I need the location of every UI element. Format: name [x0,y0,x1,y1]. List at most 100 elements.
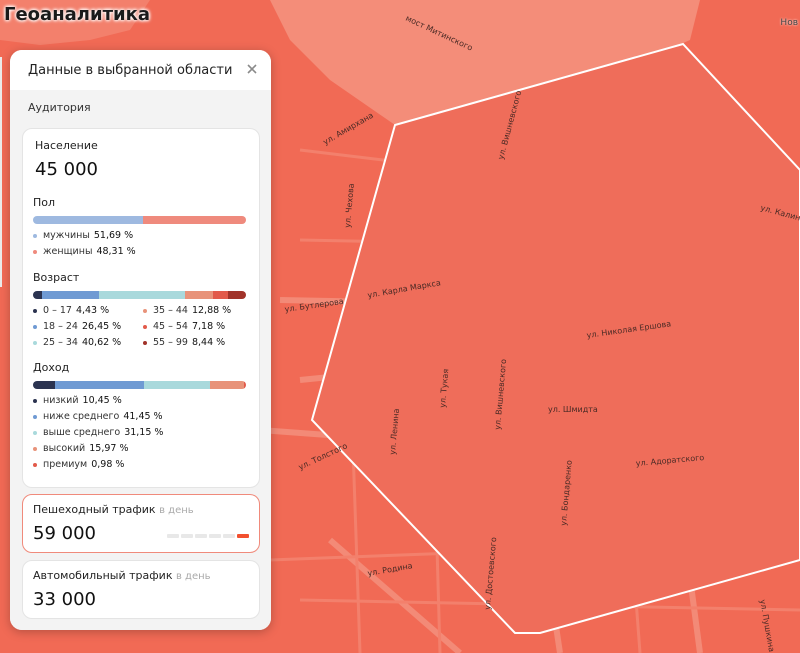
income-bar-segment [55,381,144,389]
audience-section-title: Аудитория [28,101,91,114]
street-label: ул. Тукая [438,368,450,408]
pedestrian-traffic-label: Пешеходный трафик в день [33,503,194,516]
income-legend-value: 31,15 % [124,427,164,438]
gender-legend-item: женщины 48,31 % [33,244,136,260]
age-legend-item: 35 – 44 12,88 % [143,303,231,319]
income-bar [33,381,246,389]
income-legend-name: низкий [43,395,79,406]
auto-traffic-title: Автомобильный трафик [33,569,173,582]
income-legend-value: 0,98 % [91,459,125,470]
legend-dot-icon [33,463,37,467]
gender-bar-segment [33,216,144,224]
age-bar [33,291,246,299]
street-label: ул. Ленина [388,408,401,455]
age-legend-item: 18 – 24 26,45 % [33,319,143,335]
traffic-level-segment [167,534,179,538]
age-legend-value: 26,45 % [81,321,122,332]
age-legend: 0 – 17 4,43 % 18 – 24 26,45 % 25 – 34 40,62 %… [33,303,248,351]
age-legend-name: 18 – 24 [43,321,78,332]
traffic-level-segment [223,534,235,538]
light-area [0,0,150,45]
age-label: Возраст [33,271,80,284]
income-label: Доход [33,361,70,374]
income-legend-value: 41,45 % [123,411,163,422]
age-legend-item: 45 – 54 7,18 % [143,319,231,335]
legend-dot-icon [33,431,37,435]
gender-legend-value: 51,69 % [93,230,134,241]
gender-legend-name: мужчины [43,230,90,241]
age-legend-item: 0 – 17 4,43 % [33,303,143,319]
selection-area[interactable] [310,42,800,634]
close-icon [247,64,257,74]
income-legend-name: ниже среднего [43,411,120,422]
income-legend-item: высокий 15,97 % [33,441,163,457]
auto-traffic-label: Автомобильный трафик в день [33,569,211,582]
legend-dot-icon [33,250,37,254]
age-bar-segment [227,291,246,299]
river-area [270,0,700,150]
legend-dot-icon [33,325,37,329]
age-bar-segment [98,291,186,299]
gender-bar [33,216,246,224]
age-legend-value: 40,62 % [81,337,122,348]
legend-dot-icon [33,341,37,345]
traffic-level-segment [237,534,249,538]
legend-dot-icon [33,309,37,313]
audience-card: Население 45 000 Пол мужчины 51,69 % женщи… [22,128,260,488]
close-button[interactable] [241,58,263,80]
age-legend-value: 4,43 % [75,305,110,316]
gender-legend-item: мужчины 51,69 % [33,228,136,244]
income-legend-value: 15,97 % [89,443,129,454]
income-legend-item: ниже среднего 41,45 % [33,409,163,425]
app-title: Геоаналитика [4,4,150,25]
legend-dot-icon [33,415,37,419]
age-legend-item: 55 – 99 8,44 % [143,335,231,351]
income-legend-name: высокий [43,443,86,454]
traffic-level-segment [209,534,221,538]
age-legend-name: 55 – 99 [153,337,188,348]
population-label: Население [35,139,98,152]
age-legend-name: 25 – 34 [43,337,78,348]
legend-dot-icon [33,234,37,238]
age-legend-value: 12,88 % [191,305,232,316]
age-legend-value: 8,44 % [191,337,226,348]
pedestrian-traffic-value: 59 000 [33,523,96,544]
pedestrian-traffic-title: Пешеходный трафик [33,503,156,516]
traffic-level-segment [195,534,207,538]
legend-dot-icon [33,399,37,403]
income-legend-item: низкий 10,45 % [33,393,163,409]
income-bar-segment [243,381,246,389]
gender-bar-segment [143,216,246,224]
data-panel: Данные в выбранной области Аудитория Нас… [10,50,271,630]
pedestrian-traffic-period: в день [159,505,194,516]
age-legend-name: 35 – 44 [153,305,188,316]
legend-dot-icon [143,309,147,313]
income-bar-segment [33,381,56,389]
legend-dot-icon [143,325,147,329]
gender-label: Пол [33,196,56,209]
age-legend-value: 7,18 % [191,321,226,332]
auto-traffic-value: 33 000 [33,589,96,610]
income-legend-item: выше среднего 31,15 % [33,425,163,441]
street-label: ул. Шмидта [548,405,598,414]
income-legend-value: 10,45 % [82,395,122,406]
pedestrian-traffic-card[interactable]: Пешеходный трафик в день 59 000 [22,494,260,553]
income-bar-segment [143,381,210,389]
age-bar-segment [185,291,213,299]
income-bar-segment [209,381,244,389]
pedestrian-traffic-level [167,534,249,538]
income-legend-item: премиум 0,98 % [33,457,163,473]
income-legend-name: премиум [43,459,88,470]
income-legend-name: выше среднего [43,427,121,438]
auto-traffic-period: в день [175,571,211,582]
legend-dot-icon [143,341,147,345]
auto-traffic-card[interactable]: Автомобильный трафик в день 33 000 [22,560,260,619]
population-value: 45 000 [35,159,98,180]
panel-shadow-edge [0,57,2,287]
age-bar-segment [33,291,43,299]
age-legend-item: 25 – 34 40,62 % [33,335,143,351]
age-bar-segment [212,291,228,299]
legend-dot-icon [33,447,37,451]
traffic-level-segment [181,534,193,538]
age-legend-name: 0 – 17 [43,305,72,316]
